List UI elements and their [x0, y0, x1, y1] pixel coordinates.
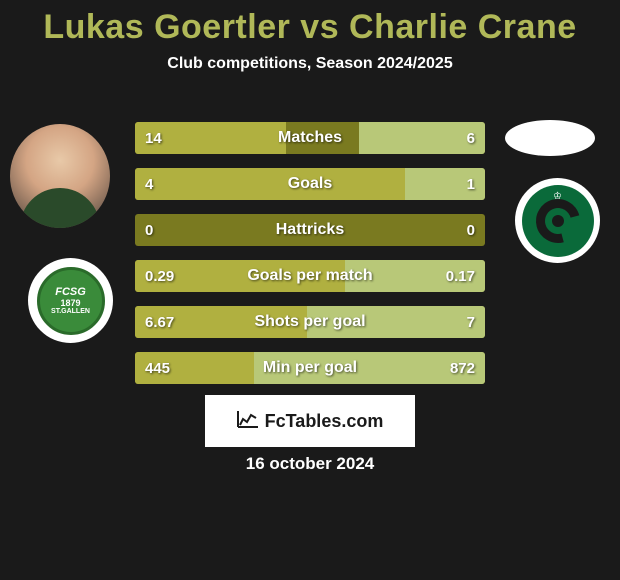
stat-row: Min per goal445 872 [135, 352, 485, 384]
club1-sub: ST.GALLEN [51, 308, 90, 315]
player2-club-badge: ♔ [515, 178, 600, 263]
stat-value-right: 1 [467, 168, 475, 200]
stat-value-left: 0 [145, 214, 153, 246]
stat-value-left: 6.67 [145, 306, 174, 338]
stat-row: Shots per goal6.67 7 [135, 306, 485, 338]
stat-value-left: 14 [145, 122, 162, 154]
page-title: Lukas Goertler vs Charlie Crane [0, 0, 620, 47]
stat-value-left: 0.29 [145, 260, 174, 292]
watermark: FcTables.com [205, 395, 415, 447]
stat-value-right: 0.17 [446, 260, 475, 292]
stat-row: Hattricks0 0 [135, 214, 485, 246]
stat-label: Matches [135, 122, 485, 154]
club1-text: FCSG [55, 287, 86, 298]
stat-row: Goals per match0.29 0.17 [135, 260, 485, 292]
player1-club-badge: FCSG 1879 ST.GALLEN [28, 258, 113, 343]
stat-value-right: 7 [467, 306, 475, 338]
player1-avatar [10, 124, 110, 228]
stat-value-right: 6 [467, 122, 475, 154]
stat-value-left: 445 [145, 352, 170, 384]
stat-value-right: 0 [467, 214, 475, 246]
stat-label: Min per goal [135, 352, 485, 384]
subtitle: Club competitions, Season 2024/2025 [0, 55, 620, 73]
date-text: 16 october 2024 [0, 454, 620, 474]
club1-year: 1879 [60, 298, 80, 308]
watermark-text: FcTables.com [265, 411, 384, 432]
stat-label: Hattricks [135, 214, 485, 246]
stats-container: Matches14 6 Goals4 1 Hattricks0 0 Goals per ma… [135, 122, 485, 398]
chart-icon [237, 410, 259, 433]
player2-avatar [505, 120, 595, 156]
stat-label: Shots per goal [135, 306, 485, 338]
stat-label: Goals per match [135, 260, 485, 292]
stat-value-left: 4 [145, 168, 153, 200]
stat-row: Matches14 6 [135, 122, 485, 154]
stat-label: Goals [135, 168, 485, 200]
stat-value-right: 872 [450, 352, 475, 384]
stat-row: Goals4 1 [135, 168, 485, 200]
